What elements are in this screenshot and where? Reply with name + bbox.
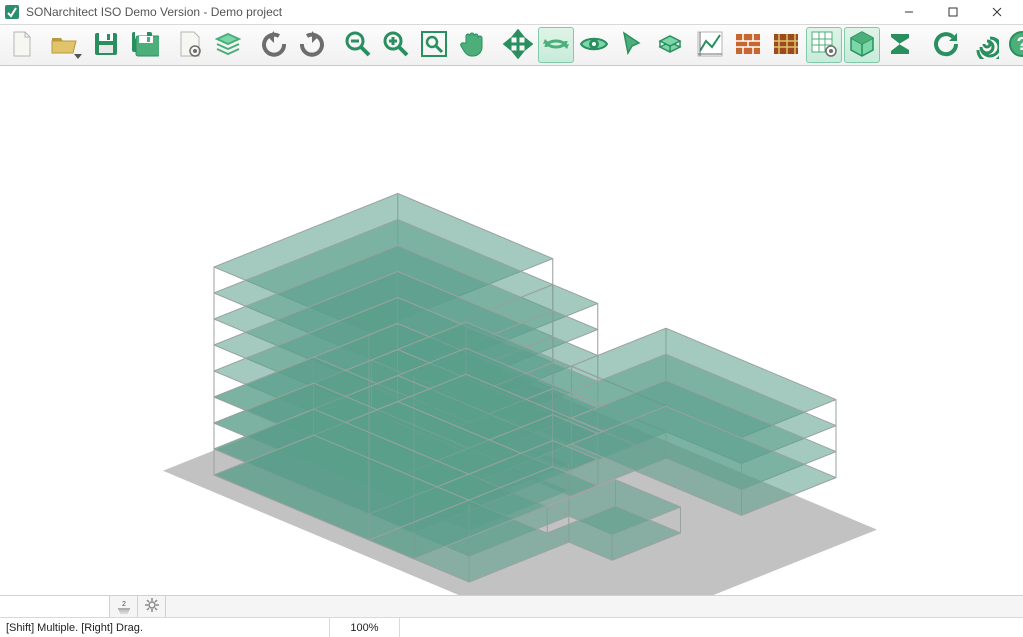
close-button[interactable] — [975, 0, 1019, 24]
titlebar: SONarchitect ISO Demo Version - Demo pro… — [0, 0, 1023, 24]
wall-material-button[interactable] — [730, 27, 766, 63]
package-button[interactable] — [844, 27, 880, 63]
pointer-icon — [617, 29, 647, 62]
tab-settings[interactable] — [138, 596, 166, 617]
toolbar: ? — [0, 24, 1023, 66]
redo-icon — [297, 29, 327, 62]
sum-button[interactable] — [882, 27, 918, 63]
extrude-button[interactable] — [652, 27, 688, 63]
save2-icon — [129, 29, 159, 62]
redo-button[interactable] — [294, 27, 330, 63]
open-file-button[interactable] — [42, 27, 86, 63]
spiral-icon — [969, 29, 999, 62]
undo-button[interactable] — [256, 27, 292, 63]
extrude-icon — [655, 29, 685, 62]
new-icon — [7, 29, 37, 62]
status-hint: [Shift] Multiple. [Right] Drag. — [0, 618, 330, 637]
gridgear-icon — [809, 29, 839, 62]
orbit-icon — [541, 29, 571, 62]
spiral-button[interactable] — [966, 27, 1002, 63]
select-button[interactable] — [614, 27, 650, 63]
pagegear-icon — [175, 29, 205, 62]
pan-button[interactable] — [454, 27, 490, 63]
app-icon — [4, 4, 20, 20]
brick-icon — [733, 29, 763, 62]
hand-icon — [457, 29, 487, 62]
layers-button[interactable] — [210, 27, 246, 63]
look-button[interactable] — [576, 27, 612, 63]
dropdown-caret-icon — [74, 54, 82, 59]
statusbar: [Shift] Multiple. [Right] Drag. 100% — [0, 617, 1023, 637]
zoomout-icon — [343, 29, 373, 62]
svg-text:?: ? — [1017, 34, 1023, 54]
tabstrip: 2 — [0, 595, 1023, 617]
zoom-in-button[interactable] — [378, 27, 414, 63]
sigma-icon — [885, 29, 915, 62]
refresh-button[interactable] — [928, 27, 964, 63]
orbit-button[interactable] — [538, 27, 574, 63]
save-button[interactable] — [88, 27, 124, 63]
undo-icon — [259, 29, 289, 62]
tab-levels[interactable]: 2 — [110, 596, 138, 617]
page-setup-button[interactable] — [172, 27, 208, 63]
graph-icon — [695, 29, 725, 62]
cube-icon — [847, 29, 877, 62]
stack-icon — [213, 29, 243, 62]
window-title: SONarchitect ISO Demo Version - Demo pro… — [26, 5, 282, 19]
zoom-fit-button[interactable] — [416, 27, 452, 63]
gear-icon — [144, 597, 160, 616]
new-file-button[interactable] — [4, 27, 40, 63]
grid-settings-button[interactable] — [806, 27, 842, 63]
tab-blank[interactable] — [0, 596, 110, 617]
minimize-button[interactable] — [887, 0, 931, 24]
refresh-icon — [931, 29, 961, 62]
maximize-button[interactable] — [931, 0, 975, 24]
svg-text:2: 2 — [122, 601, 126, 608]
grid-snap-button[interactable] — [692, 27, 728, 63]
move-button[interactable] — [500, 27, 536, 63]
eye-icon — [579, 29, 609, 62]
save-as-button[interactable] — [126, 27, 162, 63]
floor-material-button[interactable] — [768, 27, 804, 63]
zoomin-icon — [381, 29, 411, 62]
zoomfit-icon — [419, 29, 449, 62]
status-zoom: 100% — [330, 618, 400, 637]
help-icon: ? — [1007, 29, 1023, 62]
save-icon — [91, 29, 121, 62]
brick2-icon — [771, 29, 801, 62]
viewport-3d[interactable] — [0, 66, 1023, 595]
help-button[interactable]: ? — [1004, 27, 1023, 63]
move-icon — [503, 29, 533, 62]
zoom-out-button[interactable] — [340, 27, 376, 63]
